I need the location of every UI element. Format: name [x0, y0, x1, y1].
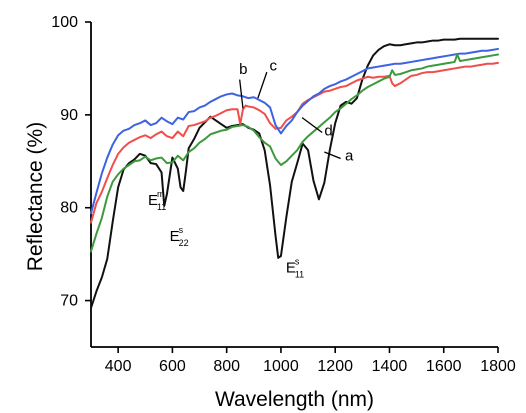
series-d-pointer — [301, 117, 323, 134]
series-b-pointer — [239, 79, 244, 109]
annotation-2-superscript: s — [179, 225, 184, 235]
series-d-label: d — [324, 122, 332, 139]
x-tick-label-1400: 1400 — [372, 358, 408, 375]
series-c-pointer — [257, 71, 268, 99]
series-d-line — [90, 53, 499, 253]
annotation-1-superscript: m — [157, 189, 165, 199]
series-a-label: a — [345, 147, 354, 164]
annotation-2-subscript: 22 — [179, 238, 189, 248]
annotation-3-main: E — [286, 260, 296, 277]
y-axis-title: Reflectance (%) — [24, 122, 47, 271]
annotation-2-main: E — [170, 228, 180, 245]
series-b-label: b — [239, 61, 247, 78]
x-tick-label-1000: 1000 — [263, 358, 299, 375]
series-b-line — [90, 61, 499, 224]
x-tick-label-800: 800 — [213, 358, 240, 375]
y-tick-label-100: 100 — [51, 14, 78, 31]
x-tick-label-1800: 1800 — [480, 358, 516, 375]
x-tick-label-1600: 1600 — [426, 358, 462, 375]
annotation-1-subscript: 11 — [157, 202, 166, 212]
series-c-label: c — [270, 57, 278, 74]
series-a-line — [90, 37, 499, 309]
annotation-3-superscript: s — [295, 257, 300, 267]
series-a-pointer — [324, 151, 341, 160]
annotation-1-main: E — [148, 192, 158, 209]
y-tick-label-90: 90 — [60, 107, 78, 124]
x-tick-label-1200: 1200 — [317, 358, 353, 375]
x-tick-label-600: 600 — [159, 358, 186, 375]
y-tick-label-80: 80 — [60, 200, 78, 217]
x-axis-title: Wavelength (nm) — [215, 388, 374, 411]
annotation-3-subscript: 11 — [295, 270, 304, 280]
series-c-line — [90, 47, 499, 215]
x-tick-label-400: 400 — [105, 358, 132, 375]
y-tick-label-70: 70 — [60, 293, 78, 310]
